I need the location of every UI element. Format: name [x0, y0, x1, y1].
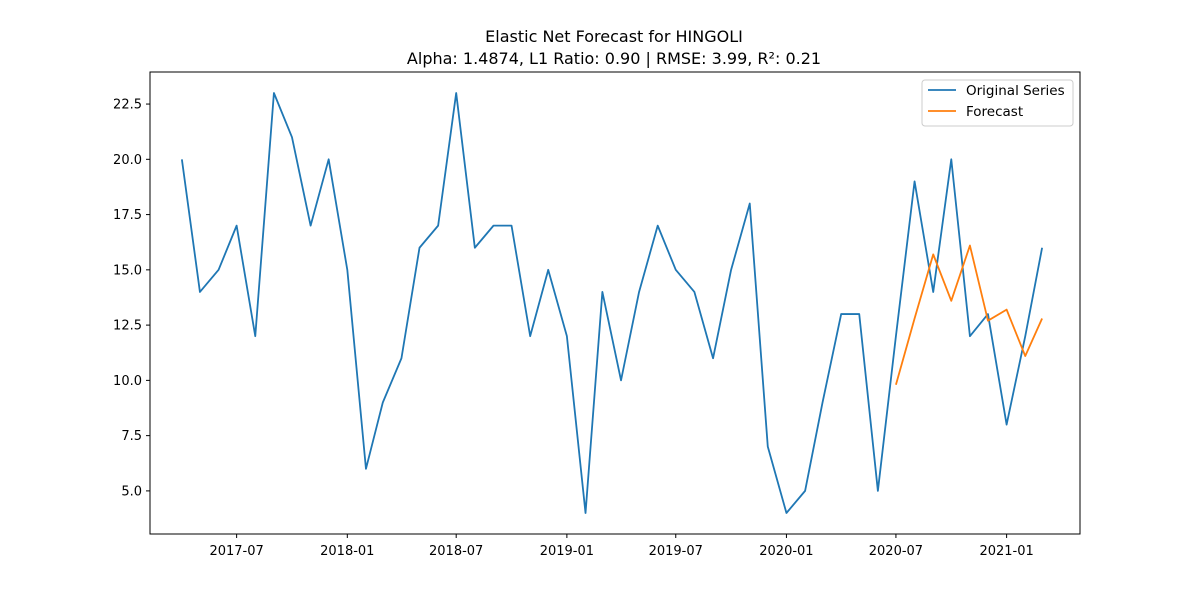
- x-tick-label: 2020-07: [869, 544, 923, 559]
- y-tick-label: 12.5: [113, 319, 142, 334]
- y-axis: 5.0 7.5 10.0 12.5 15.0 17.5 20.0 22.5: [113, 98, 150, 499]
- legend-box: [921, 79, 1074, 127]
- y-tick-label: 22.5: [113, 98, 142, 113]
- plot-frame: [149, 71, 1081, 535]
- series-line-original: [180, 92, 1043, 514]
- y-tick-label: 17.5: [113, 208, 142, 223]
- x-tick-label: 2018-01: [320, 544, 374, 559]
- y-tick-label: 7.5: [121, 429, 142, 444]
- x-tick-label: 2019-01: [540, 544, 594, 559]
- x-tick-label: 2017-07: [209, 544, 263, 559]
- series-line-forecast: [895, 244, 1043, 386]
- x-axis: 2017-07 2018-01 2018-07 2019-01 2019-07 2020-…: [209, 534, 1034, 559]
- y-tick-label: 5.0: [121, 484, 142, 499]
- chart-title: Elastic Net Forecast for HINGOLI: [485, 27, 743, 46]
- y-tick-label: 20.0: [113, 153, 142, 168]
- x-tick-label: 2018-07: [429, 544, 483, 559]
- x-tick-label: 2021-01: [979, 544, 1033, 559]
- x-tick-label: 2019-07: [649, 544, 703, 559]
- x-tick-label: 2020-01: [759, 544, 813, 559]
- chart-subtitle: Alpha: 1.4874, L1 Ratio: 0.90 | RMSE: 3.…: [407, 49, 821, 68]
- y-tick-label: 15.0: [113, 263, 142, 278]
- series-layer: [180, 92, 1043, 514]
- legend: Original Series Forecast: [921, 79, 1074, 127]
- y-tick-label: 10.0: [113, 374, 142, 389]
- legend-label-original: Original Series: [966, 83, 1065, 99]
- legend-label-forecast: Forecast: [966, 104, 1023, 120]
